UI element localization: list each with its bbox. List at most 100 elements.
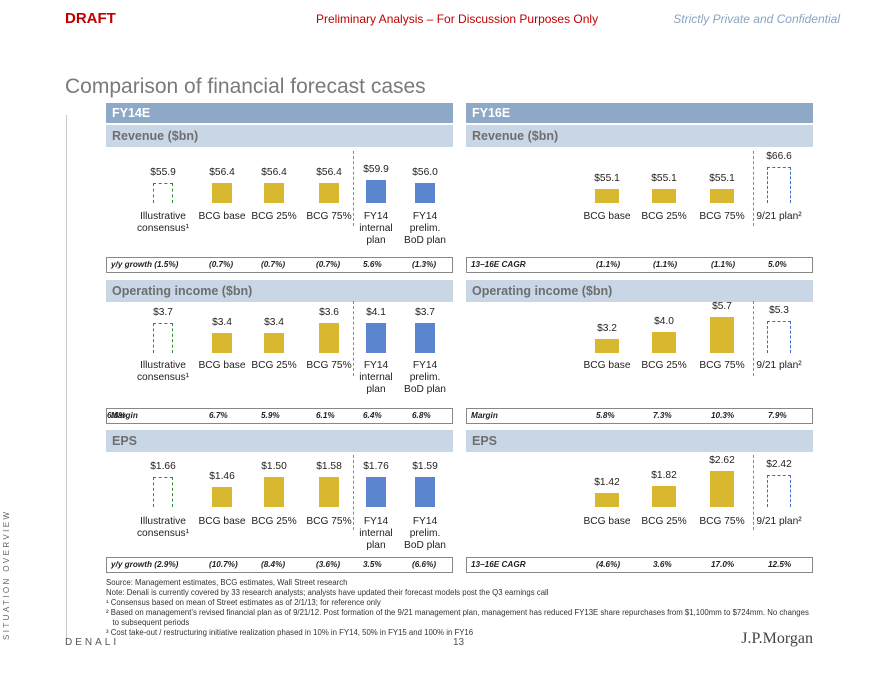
category-line: FY14 <box>412 211 438 222</box>
category-line: BoD plan <box>404 540 446 551</box>
fy14-eps-value-5: $1.59 <box>412 461 438 472</box>
fy14-opinc-category-3: BCG 75% <box>297 360 361 372</box>
fy14-eps-bar-3 <box>319 477 339 507</box>
category-line: FY14 <box>412 516 438 527</box>
category-line: BCG 75% <box>306 360 352 371</box>
fy16-revenue-category-1: BCG 25% <box>641 211 687 222</box>
fy14-opinc-divider <box>353 301 354 376</box>
fy14-eps-bar-2 <box>264 477 284 507</box>
fy14-opinc-value-5: $3.7 <box>415 307 435 318</box>
fy16-eps-divider <box>753 455 754 530</box>
fy14-eps-bar-1 <box>212 487 232 507</box>
category-line: Illustrative <box>140 360 186 371</box>
fy16-eps-value-2: $2.62 <box>709 455 735 466</box>
category-line: internal <box>359 372 393 383</box>
fy14-revenue-row: y/y growth (1.5%) (0.7%) (0.7%) (0.7%) 5.6% (… <box>106 257 453 273</box>
fy14-revenue-value-0: $55.9 <box>150 167 176 178</box>
page-number: 13 <box>453 637 465 648</box>
jpmorgan-logo: J.P.Morgan <box>741 630 813 647</box>
row-label: 13–16E CAGR <box>471 560 526 569</box>
fy14-opinc-category-1: BCG base <box>190 360 254 372</box>
fy16-opinc-value-2: $5.7 <box>712 301 732 312</box>
fy16-eps-value-1: $1.82 <box>651 470 677 481</box>
row-label: Margin <box>111 411 138 420</box>
fy16-revenue-category-0: BCG base <box>583 211 631 222</box>
fy16-opinc-value-3: $5.3 <box>769 305 789 316</box>
fy16-revenue-category-3: 9/21 plan² <box>756 211 802 222</box>
page-title: Comparison of financial forecast cases <box>65 75 426 98</box>
fy14-opinc-value-2: $3.4 <box>264 317 284 328</box>
row-value: 7.9% <box>768 411 787 420</box>
footnote-note: Note: Denali is currently covered by 33 … <box>106 588 549 597</box>
category-line: plan <box>366 235 386 246</box>
fy16-revenue-value-2: $55.1 <box>709 173 735 184</box>
row-label: Margin <box>471 411 498 420</box>
fy14-revenue-category-5: FY14 prelim. BoD plan <box>393 211 457 247</box>
sidebar-section-label: SITUATION OVERVIEW <box>2 509 11 640</box>
row-value: (10.7%) <box>209 560 238 569</box>
confidential-label: Strictly Private and Confidential <box>673 12 840 26</box>
fy14-opinc-category-2: BCG 25% <box>242 360 306 372</box>
fy16-revenue-category-2: BCG 75% <box>699 211 745 222</box>
fy14-eps-bar-consensus <box>153 477 173 507</box>
row-value: 3.6% <box>653 560 672 569</box>
row-value: 6.8% <box>412 411 431 420</box>
fy14-revenue-category-3: BCG 75% <box>297 211 361 223</box>
row-value: 10.3% <box>711 411 735 420</box>
fy14-eps-bar-4 <box>366 477 386 507</box>
row-value: (3.6%) <box>316 560 341 569</box>
category-line: prelim. <box>409 528 441 539</box>
footnote-source: Source: Management estimates, BCG estima… <box>106 578 348 587</box>
fy16-opinc-header: Operating income ($bn) <box>466 280 813 302</box>
category-line: consensus¹ <box>136 528 190 539</box>
footnote-1: ¹ Consensus based on mean of Street esti… <box>106 598 381 607</box>
row-value: (1.1%) <box>653 260 678 269</box>
footnote-2-cont: to subsequent periods <box>106 618 190 627</box>
fy16-opinc-category-1: BCG 25% <box>641 360 687 371</box>
fy14-revenue-bar-5 <box>415 182 435 203</box>
fy16-opinc-row: Margin 5.8% 7.3% 10.3% 7.9% <box>466 408 813 424</box>
fy16-revenue-value-0: $55.1 <box>594 173 620 184</box>
fy16-eps-bar-2 <box>710 471 734 507</box>
category-line: internal <box>359 528 393 539</box>
row-value: 5.8% <box>596 411 615 420</box>
fy14-opinc-category-4: FY14 internal plan <box>344 360 408 396</box>
fy14-opinc-header: Operating income ($bn) <box>106 280 453 302</box>
fy16-revenue-value-3: $66.6 <box>766 151 792 162</box>
fy16-opinc-category-3: 9/21 plan² <box>756 360 802 371</box>
fy16-eps-bar-1 <box>652 486 676 507</box>
fy16-revenue-bar-1 <box>652 189 676 203</box>
row-value: (1.1%) <box>596 260 621 269</box>
fy16-eps-value-0: $1.42 <box>594 477 620 488</box>
category-line: FY14 <box>412 360 438 371</box>
fy14-revenue-divider <box>353 151 354 226</box>
fy14-eps-row: y/y growth (2.9%) (10.7%) (8.4%) (3.6%) 3.5%… <box>106 557 453 573</box>
fy16-revenue-bar-plan <box>767 167 791 203</box>
fy14-opinc-row: Margin 6.7% 5.9% 6.1% 6.4% 6.8% 6.6% <box>106 408 453 424</box>
row-value: (0.7%) <box>316 260 341 269</box>
fy14-opinc-bar-3 <box>319 323 339 353</box>
fy16-eps-category-1: BCG 25% <box>641 516 687 527</box>
row-value: 7.3% <box>653 411 672 420</box>
fy16-eps-bar-plan <box>767 475 791 507</box>
category-line: Illustrative <box>140 211 186 222</box>
draft-label: DRAFT <box>65 10 116 27</box>
fy16-eps-category-0: BCG base <box>583 516 631 527</box>
row-value: 5.6% <box>363 260 382 269</box>
fy14-opinc-value-4: $4.1 <box>366 307 386 318</box>
category-line: plan <box>366 384 386 395</box>
category-line: BCG 25% <box>251 360 297 371</box>
category-line: plan <box>366 540 386 551</box>
fy16-eps-row: 13–16E CAGR (4.6%) 3.6% 17.0% 12.5% <box>466 557 813 573</box>
fy14-revenue-category-2: BCG 25% <box>242 211 306 223</box>
fy14-eps-category-5: FY14 prelim. BoD plan <box>393 516 457 552</box>
fy14-eps-category-2: BCG 25% <box>242 516 306 528</box>
row-value: (1.3%) <box>412 260 437 269</box>
fy16-revenue-value-1: $55.1 <box>651 173 677 184</box>
category-line: BCG 25% <box>251 516 297 527</box>
fy14-revenue-header: Revenue ($bn) <box>106 125 453 147</box>
row-label: y/y growth (1.5%) <box>111 260 179 269</box>
category-line: BCG base <box>198 211 246 222</box>
category-line: BCG 75% <box>306 516 352 527</box>
fy14-opinc-category-5: FY14 prelim. BoD plan <box>393 360 457 396</box>
